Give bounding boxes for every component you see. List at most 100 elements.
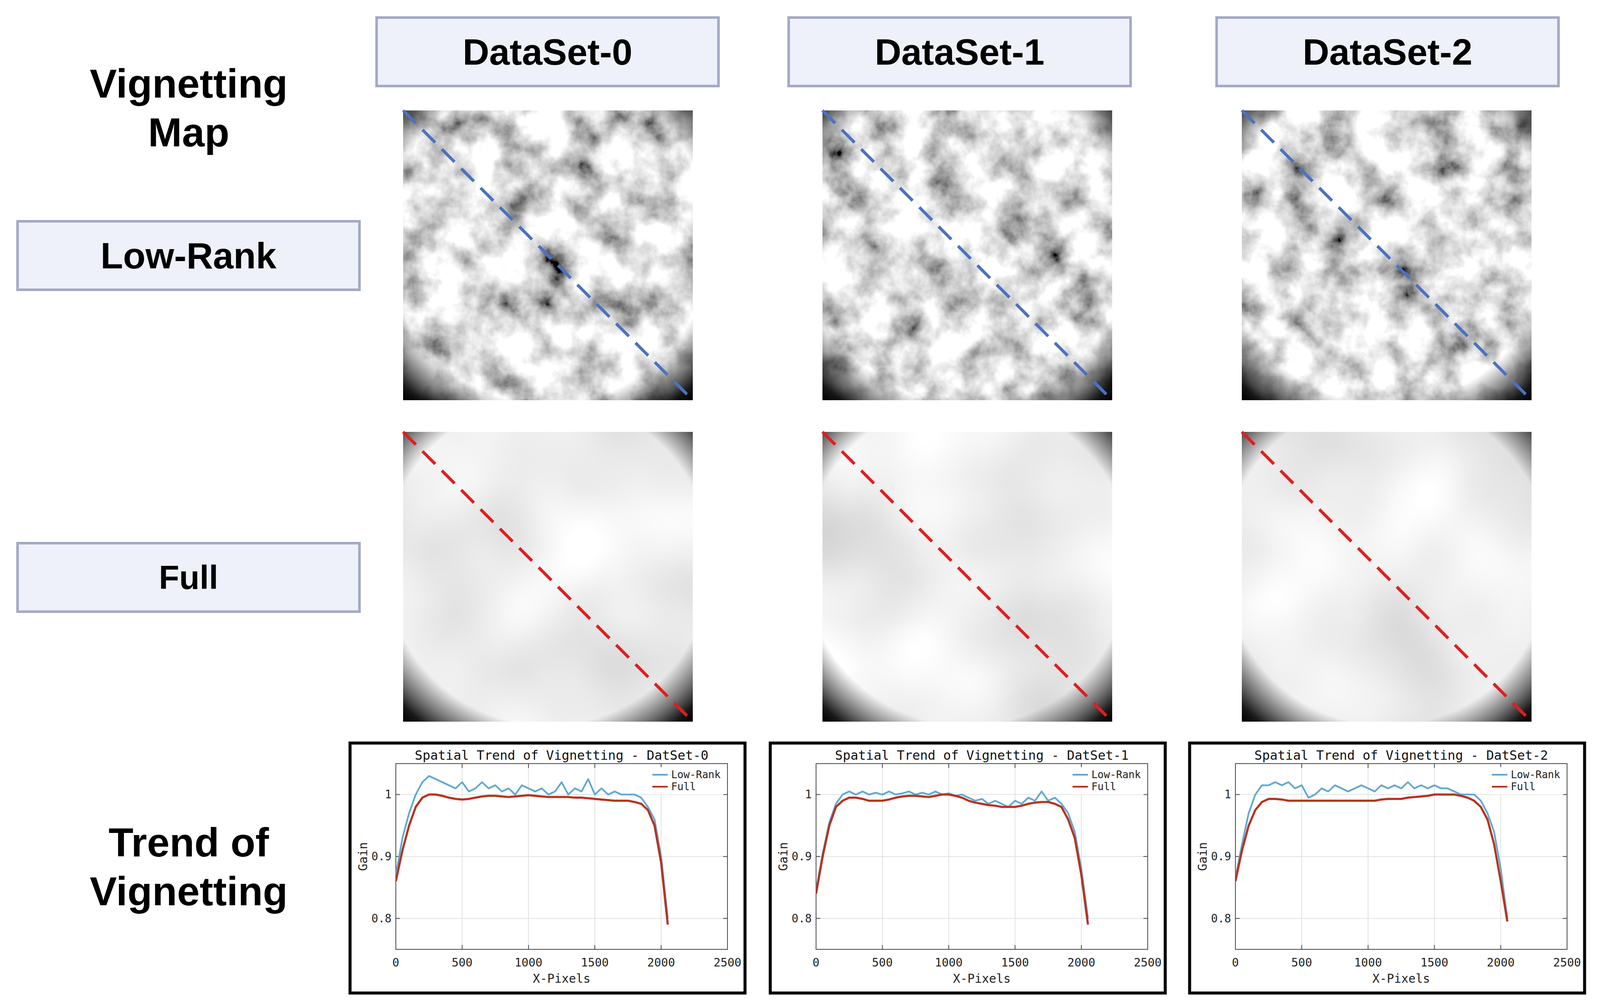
row-title-line: Vignetting bbox=[89, 868, 288, 914]
plot-frame bbox=[816, 763, 1148, 950]
profile-line bbox=[1241, 110, 1532, 401]
map-vignette bbox=[822, 110, 1113, 401]
x-tick bbox=[1014, 763, 1016, 768]
x-tick bbox=[461, 763, 463, 768]
full-map bbox=[1241, 431, 1532, 722]
y-axis-title: Gain bbox=[356, 841, 371, 871]
grid-line bbox=[395, 855, 728, 857]
map-texture bbox=[1241, 110, 1532, 401]
legend-swatch bbox=[1491, 785, 1508, 788]
legend-label: Low-Rank bbox=[1091, 768, 1141, 781]
x-tick-label: 500 bbox=[1291, 955, 1313, 969]
x-tick-label: 500 bbox=[451, 955, 473, 969]
y-axis-title: Gain bbox=[776, 841, 791, 871]
legend-swatch bbox=[652, 785, 668, 788]
row-title: Trend ofVignetting bbox=[89, 819, 288, 914]
y-tick-label: 1 bbox=[384, 787, 392, 801]
x-tick-label: 2000 bbox=[647, 955, 675, 969]
label-box bbox=[788, 17, 1131, 87]
y-tick bbox=[1235, 793, 1240, 795]
figure: DataSet-0DataSet-1DataSet-2Low-RankFullV… bbox=[0, 0, 1600, 1008]
legend-label: Low-Rank bbox=[1510, 768, 1561, 781]
plot-frame bbox=[395, 763, 728, 950]
chart-frame bbox=[770, 742, 1166, 993]
row-title-line: Trend of bbox=[108, 819, 270, 865]
series-line bbox=[395, 775, 668, 919]
y-tick bbox=[723, 855, 728, 857]
profile-line bbox=[822, 110, 1113, 401]
x-tick-label: 0 bbox=[392, 955, 400, 969]
plot-area bbox=[1235, 781, 1508, 921]
x-axis-title: X-Pixels bbox=[1372, 971, 1431, 986]
x-tick bbox=[1500, 944, 1502, 950]
label-text: Full bbox=[158, 558, 219, 597]
y-tick bbox=[1235, 917, 1240, 919]
x-tick-label: 1500 bbox=[580, 955, 609, 969]
map-texture bbox=[822, 110, 1113, 401]
series-line bbox=[1235, 781, 1508, 918]
profile-line bbox=[1241, 431, 1532, 722]
y-tick-label: 0.9 bbox=[371, 849, 392, 863]
chart-title: Spatial Trend of Vignetting - DatSet-1 bbox=[834, 747, 1129, 763]
map-vignette bbox=[403, 431, 693, 722]
legend: Low-RankFull bbox=[1490, 766, 1564, 795]
label-box bbox=[1216, 17, 1559, 87]
low-rank-map bbox=[1241, 110, 1532, 401]
y-tick-label: 0.8 bbox=[791, 911, 812, 925]
chart-frame bbox=[1189, 742, 1585, 993]
y-tick bbox=[395, 793, 401, 795]
label-box bbox=[17, 543, 360, 612]
y-tick bbox=[395, 917, 401, 919]
y-tick bbox=[816, 917, 821, 919]
grid-line bbox=[816, 917, 1148, 919]
legend-label: Full bbox=[1091, 780, 1117, 793]
y-tick-label: 0.8 bbox=[371, 911, 392, 925]
chart: 050010001500200025000.80.91Spatial Trend… bbox=[350, 742, 746, 993]
y-tick-label: 0.9 bbox=[1211, 849, 1232, 863]
y-tick bbox=[816, 855, 821, 857]
y-tick bbox=[1143, 917, 1148, 919]
profile-line bbox=[403, 110, 693, 401]
low-rank-map bbox=[822, 110, 1113, 401]
x-tick bbox=[1301, 763, 1303, 768]
x-tick bbox=[948, 763, 950, 768]
x-tick bbox=[948, 944, 950, 950]
x-tick bbox=[1433, 944, 1435, 950]
map-texture bbox=[403, 110, 693, 401]
x-tick-label: 1500 bbox=[1000, 955, 1029, 969]
x-tick bbox=[1433, 763, 1435, 768]
legend-bg bbox=[1070, 766, 1145, 795]
plot-area bbox=[816, 791, 1089, 925]
row-title: VignettingMap bbox=[89, 60, 288, 155]
label-text: DataSet-2 bbox=[1302, 31, 1473, 73]
legend-swatch bbox=[1072, 785, 1088, 788]
map-vignette bbox=[1241, 110, 1532, 401]
legend-label: Full bbox=[1510, 780, 1536, 793]
full-map bbox=[403, 431, 693, 722]
x-tick bbox=[1301, 944, 1303, 950]
grid-line bbox=[1235, 855, 1568, 857]
plot-area bbox=[395, 775, 668, 925]
map-texture bbox=[403, 431, 693, 722]
legend: Low-RankFull bbox=[1070, 766, 1145, 795]
chart: 050010001500200025000.80.91Spatial Trend… bbox=[770, 742, 1166, 993]
y-tick bbox=[723, 917, 728, 919]
grid-line bbox=[816, 855, 1148, 857]
x-tick bbox=[881, 944, 883, 950]
x-tick-label: 2000 bbox=[1067, 955, 1096, 969]
x-tick bbox=[1367, 763, 1369, 768]
legend-label: Low-Rank bbox=[670, 768, 721, 781]
plot-frame bbox=[1235, 763, 1568, 950]
legend-swatch bbox=[652, 773, 668, 776]
chart-title: Spatial Trend of Vignetting - DatSet-0 bbox=[414, 747, 709, 763]
label-text: Low-Rank bbox=[100, 234, 277, 277]
legend-label: Full bbox=[670, 780, 696, 793]
x-tick-label: 2500 bbox=[1133, 955, 1162, 969]
map-texture bbox=[1241, 431, 1532, 722]
series-line bbox=[816, 794, 1089, 925]
y-tick bbox=[816, 793, 821, 795]
x-tick bbox=[594, 944, 596, 950]
label-text: DataSet-0 bbox=[462, 31, 633, 73]
y-tick-label: 0.8 bbox=[1211, 911, 1232, 925]
y-tick-label: 1 bbox=[804, 787, 812, 801]
